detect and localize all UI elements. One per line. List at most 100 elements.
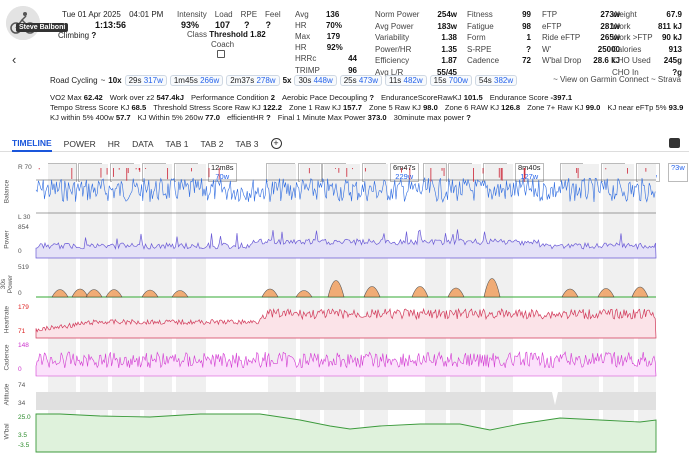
tab-bar: TIMELINE POWER HR DATA TAB 1 TAB 2 TAB 3 + [0,136,689,152]
sport-type[interactable]: Road Cycling [50,76,98,85]
custom-metric[interactable]: EnduranceScoreRawKJ 101.5 [380,93,483,102]
tab-timeline[interactable]: TIMELINE [12,136,52,152]
back-arrow-icon[interactable]: ‹ [12,52,17,67]
external-links[interactable]: ~ View on Garmin Connect ~ Strava [553,75,681,84]
stat-row: Work >FTP 90 kJ [612,33,682,42]
axis-tick: 0 [18,248,22,255]
power-peak [261,288,279,298]
custom-metric[interactable]: KJ within 5% 400w 57.7 [50,113,131,122]
custom-metric[interactable]: Threshold Stress Score Raw KJ 122.2 [153,103,282,112]
rpe-value[interactable]: ? [244,20,250,30]
axis-tick: R 70 [18,164,32,171]
custom-metric[interactable]: Zone 5 Raw KJ 98.0 [369,103,438,112]
stat-row: Avg L/R 55/45 [375,67,457,77]
stat-row: Fatigue 98 [467,21,531,31]
custom-metric[interactable]: KJ near eFTp 5% 93.9 [607,103,684,112]
activity-date: Tue 01 Apr 2025 [62,10,121,19]
wbal-series [35,413,657,453]
interval-pill[interactable]: 25s 473w [339,75,382,86]
power-peak [411,286,429,298]
interval-pill[interactable]: 1m45s 266w [169,75,224,86]
power-peak [597,288,615,298]
axis-tick: 34 [18,400,26,407]
activity-duration: 1:13:56 [95,20,127,30]
custom-metric[interactable]: Zone 1 Raw KJ 157.7 [288,103,363,112]
custom-metric[interactable]: KJ Within 5% 260w 77.0 [137,113,220,122]
altitude-dip [552,392,558,405]
athlete-name[interactable]: Steve Balboni [16,23,69,32]
custom-metric[interactable]: Aerobic Pace Decoupling ? [281,93,374,102]
power-stats: Norm Power 254w Avg Power 183w Variability 1.… [375,10,457,78]
stat-row: S-RPE? [467,44,531,54]
axis-tick: 519 [18,264,29,271]
custom-metric[interactable]: VO2 Max 62.42 [50,93,103,102]
custom-metric[interactable]: Tempo Stress Score KJ 68.5 [50,103,147,112]
axis-tick: 3.5 [18,432,28,439]
activity-time: 04:01 PM [129,10,164,19]
interval-box[interactable]: 6m47s 229w [390,163,419,182]
interval-box[interactable]: ?3w [668,163,688,182]
interval-pill[interactable]: 54s 382w [474,75,518,86]
interval-box[interactable]: 12m8s 70w [208,163,237,182]
stat-row: W' 25000 [542,44,620,54]
stat-row: eFTP 281w [542,21,620,31]
interval-pill[interactable]: 11s 482w [384,75,427,86]
custom-metric[interactable]: 30minute max power ? [393,113,471,122]
custom-metric[interactable]: Work over z2 547.4kJ [109,93,184,102]
summary-block: Intensity Load RPE Feel 93% 107 ? ? Clas… [177,10,281,58]
custom-metric[interactable]: efficientHR ? [226,113,271,122]
tab-data[interactable]: DATA [132,138,154,149]
stat-row: Avg HR 136 70% [295,10,342,30]
stat-row: CHO In ?g [612,67,682,77]
tab-tab-3[interactable]: TAB 3 [235,138,259,149]
power-peak [631,286,649,298]
stat-row: Weight 67.9 [612,10,682,19]
stat-row: Ride eFTP 265w [542,33,620,42]
stat-row: Variability 1.38 [375,33,457,42]
chat-icon[interactable] [669,138,680,148]
power-series [35,229,657,259]
power-peak [327,280,345,298]
stat-row: W'bal Drop 28.6 kJ [542,56,620,65]
interval-pill[interactable]: 15s 700w [429,75,472,86]
interval-pill[interactable]: 29s 317w [124,75,167,86]
stat-row: Power/HR 1.35 [375,44,457,54]
tab-tab-1[interactable]: TAB 1 [165,138,189,149]
coach-checkbox[interactable] [217,50,225,58]
axis-tick: 854 [18,224,29,231]
axis-tick: 179 [18,304,29,311]
power-peak [51,289,69,298]
custom-metric[interactable]: Performance Condition 2 [190,93,275,102]
tab-hr[interactable]: HR [107,138,121,149]
custom-metric[interactable]: Zone 6 RAW KJ 126.8 [444,103,521,112]
heartrate-series [35,307,657,339]
ftp-stats: FTP 273w eFTP 281w Ride eFTP 265w W' 25000 W'bal… [542,10,620,67]
add-tab-icon[interactable]: + [270,138,282,149]
interval-pill[interactable]: 30s 448w [294,75,337,86]
custom-metric[interactable]: Endurance Score -397.1 [489,93,573,102]
axis-tick: 148 [18,342,29,349]
interval-pill[interactable]: 2m37s 278w [226,75,280,86]
power-peak [141,289,159,298]
activity-type[interactable]: Climbing [58,31,90,40]
stat-row: Efficiency 1.87 [375,56,457,65]
power-peak [561,288,579,298]
tab-tab-2[interactable]: TAB 2 [200,138,224,149]
interval-box[interactable]: 8m40s 127w [515,163,544,182]
axis-tick: 0 [18,366,22,373]
axis-tick: 25.0 [18,414,31,421]
tab-power[interactable]: POWER [63,138,96,149]
power-peak [105,289,123,298]
stat-row: Avg Power 183w [375,21,457,31]
stat-row: TRIMP 96 [295,65,357,75]
custom-metric[interactable]: Final 1 Minute Max Power 373.0 [277,113,387,122]
stat-row: FTP 273w [542,10,620,19]
custom-metric[interactable]: Zone 7+ Raw KJ 99.0 [527,103,601,112]
power-peak [295,290,313,298]
power-peak [447,287,465,298]
stat-row: Form 1 [467,33,531,42]
feel-value[interactable]: ? [265,20,272,30]
stat-row: Work 811 kJ [612,21,682,31]
custom-metrics: VO2 Max 62.42 Work over z2 547.4kJ Perform… [50,93,683,123]
